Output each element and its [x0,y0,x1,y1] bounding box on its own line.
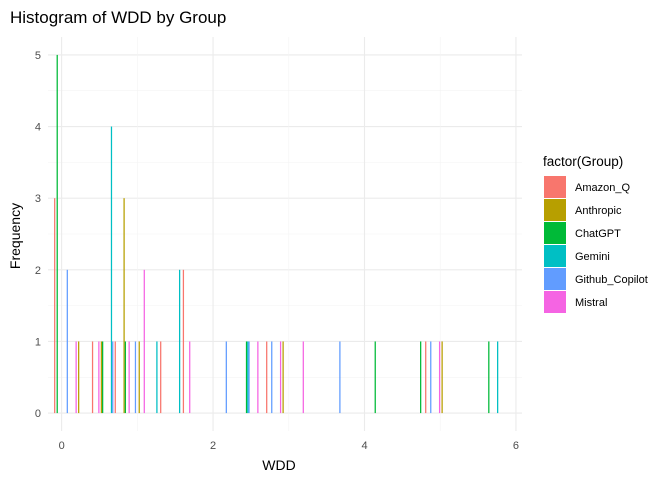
plot-gridlines [48,37,522,431]
legend-label: Github_Copilot [575,274,648,286]
histogram-bar [98,341,100,414]
histogram-bar [189,341,191,414]
legend-label: Gemini [575,251,610,263]
y-tick-label: 3 [35,193,41,205]
histogram-bar [497,341,499,414]
histogram-bar [128,341,130,414]
x-axis-title: WDD [262,457,295,473]
histogram-bar [110,126,113,414]
x-tick-label: 6 [513,440,519,452]
legend-swatch [544,176,566,198]
legend-swatch [544,199,566,221]
histogram-bar [134,341,137,414]
histogram-bar [138,341,140,414]
histogram-bar [374,341,376,414]
histogram-bar [91,341,94,414]
histogram-bar [78,341,80,414]
y-tick-label: 2 [35,265,41,277]
histogram-bar [245,341,248,414]
histogram-bar [112,341,114,414]
histogram-bar [282,341,284,414]
y-tick-label: 0 [35,408,41,420]
histogram-bar [430,341,432,414]
legend-label: Anthropic [575,205,622,217]
y-axis-ticks: 0 1 2 3 4 5 [35,50,41,420]
histogram-bars [54,54,499,414]
histogram-bar [66,269,68,414]
legend-swatch [544,291,566,313]
histogram-bar [302,341,304,414]
legend-label: Amazon_Q [575,182,630,194]
y-tick-label: 4 [35,122,41,134]
histogram-bar [100,341,103,414]
histogram-bar [420,341,422,414]
histogram-bar [279,341,282,414]
legend-title: factor(Group) [543,154,623,169]
histogram-bar [488,341,490,414]
y-tick-label: 5 [35,50,41,62]
histogram-bar [425,341,427,414]
histogram-bar [114,341,116,414]
y-axis-title: Frequency [7,203,23,269]
histogram-bar [156,341,158,414]
legend-label: ChatGPT [575,228,621,240]
histogram-bar [248,341,250,414]
histogram-bar [123,198,125,414]
legend-swatch [544,222,566,244]
legend-swatch [544,268,566,290]
histogram-bar [160,341,162,414]
histogram-bar [56,54,58,414]
legend-swatch [544,245,566,267]
histogram-bar [225,341,227,414]
histogram-bar [143,269,145,414]
legend-label: Mistral [575,297,607,309]
y-tick-label: 1 [35,336,41,348]
chart-title: Histogram of WDD by Group [10,8,226,27]
histogram-bar [182,269,185,414]
histogram-bar [266,341,268,414]
x-tick-label: 2 [210,440,216,452]
histogram-bar [247,341,249,414]
histogram-bar [438,341,441,414]
histogram-bar [54,198,56,414]
histogram-bar [339,341,341,414]
histogram-bar [75,341,77,414]
histogram-bar [257,341,259,414]
x-tick-label: 0 [59,440,65,452]
histogram-bar [271,341,273,414]
histogram-bar [102,341,104,414]
x-tick-label: 4 [361,440,367,452]
histogram-bar [124,341,126,414]
x-axis-ticks: 0 2 4 6 [59,440,519,452]
legend: factor(Group) Amazon_Q Anthropic ChatGPT Ge… [543,154,648,313]
histogram-bar [178,269,181,414]
histogram-bar [441,341,443,414]
